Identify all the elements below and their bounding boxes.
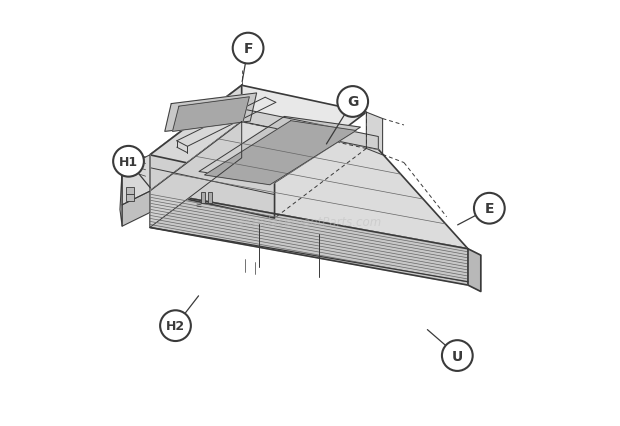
Polygon shape bbox=[150, 86, 366, 182]
Text: F: F bbox=[243, 42, 253, 56]
Text: eReplacementParts.com: eReplacementParts.com bbox=[238, 215, 382, 228]
Polygon shape bbox=[199, 117, 360, 183]
Text: H1: H1 bbox=[119, 155, 138, 168]
Polygon shape bbox=[205, 121, 356, 185]
Polygon shape bbox=[150, 122, 242, 228]
Circle shape bbox=[337, 87, 368, 118]
Polygon shape bbox=[150, 155, 275, 219]
Circle shape bbox=[474, 193, 505, 224]
Polygon shape bbox=[122, 192, 150, 227]
Polygon shape bbox=[150, 192, 468, 285]
Text: G: G bbox=[347, 95, 358, 109]
Text: U: U bbox=[452, 349, 463, 363]
Circle shape bbox=[232, 34, 264, 64]
Polygon shape bbox=[172, 98, 249, 132]
Polygon shape bbox=[366, 113, 383, 155]
Circle shape bbox=[442, 340, 472, 371]
Polygon shape bbox=[120, 170, 122, 227]
Bar bbox=[125, 195, 134, 201]
Text: E: E bbox=[485, 202, 494, 216]
Polygon shape bbox=[122, 155, 150, 205]
Bar bbox=[125, 187, 134, 194]
Polygon shape bbox=[468, 249, 481, 292]
Polygon shape bbox=[242, 109, 378, 150]
Circle shape bbox=[160, 311, 191, 341]
Polygon shape bbox=[150, 122, 468, 249]
Bar bbox=[201, 193, 205, 203]
Polygon shape bbox=[165, 94, 257, 132]
Polygon shape bbox=[150, 86, 242, 192]
Bar bbox=[208, 193, 212, 203]
Circle shape bbox=[113, 147, 144, 177]
Text: H2: H2 bbox=[166, 320, 185, 332]
